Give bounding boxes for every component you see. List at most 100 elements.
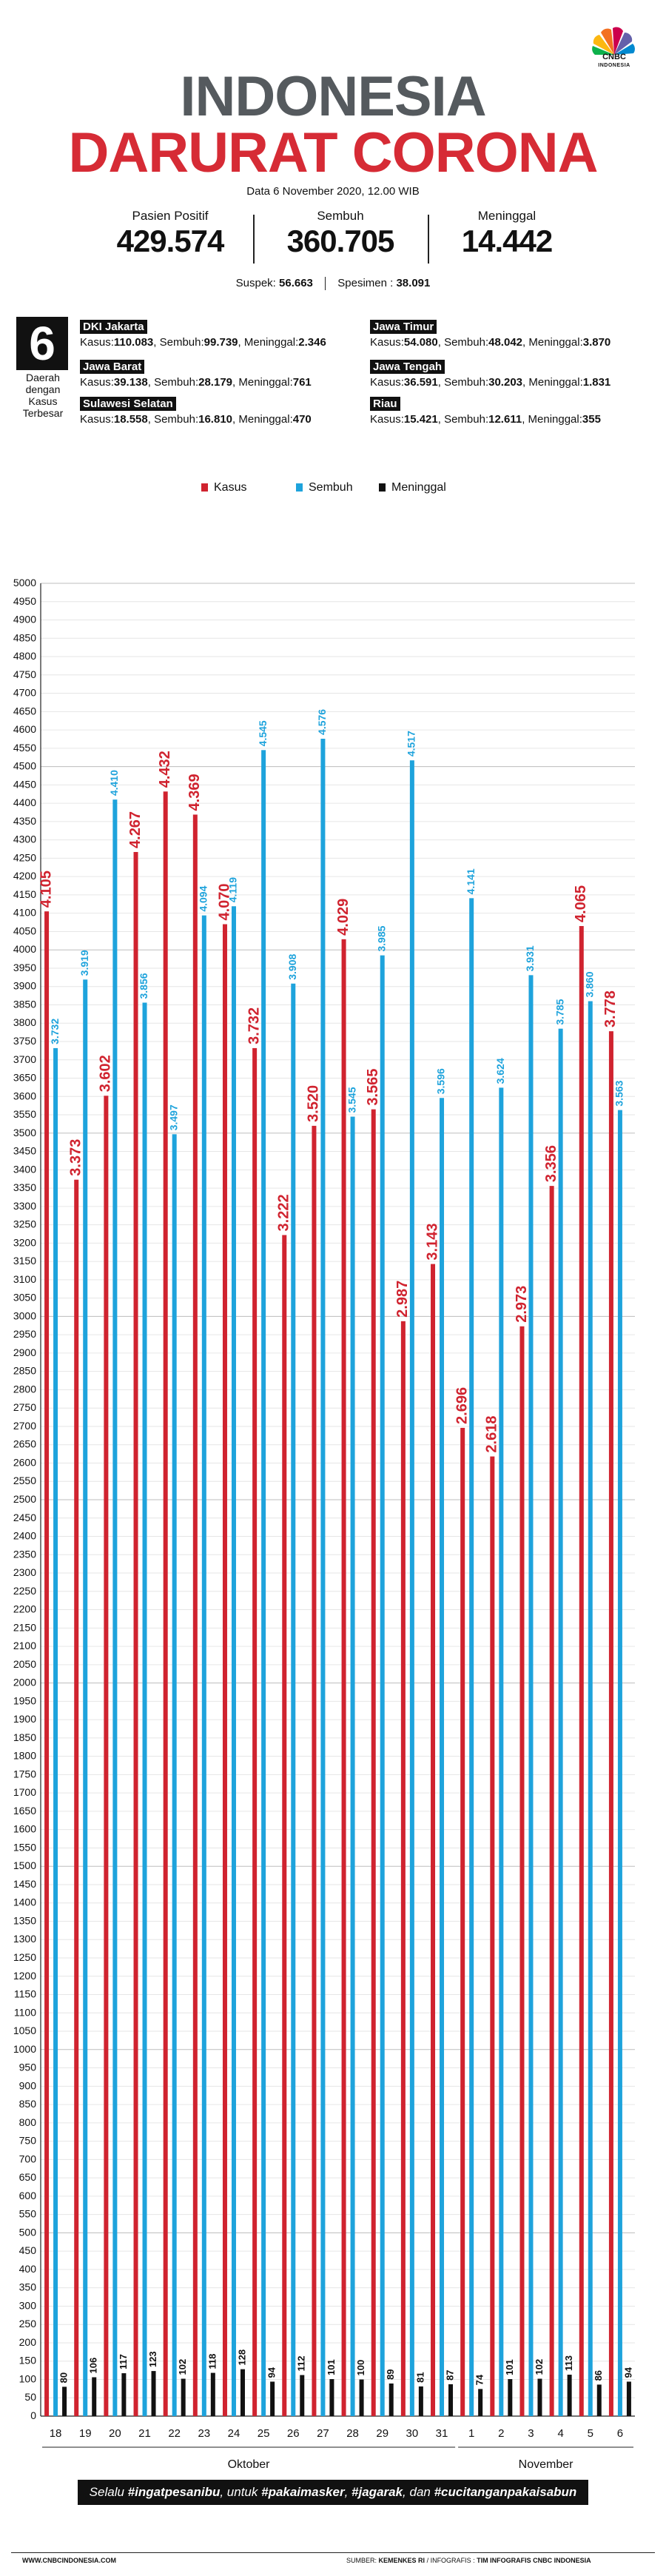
bar-value-label: 3.373 xyxy=(68,1139,84,1176)
y-tick-label: 450 xyxy=(19,2244,37,2256)
region-stats: Kasus:18.558, Sembuh:16.810, Meninggal:4… xyxy=(80,413,312,426)
title-indonesia: INDONESIA xyxy=(180,65,486,128)
footer-divider xyxy=(11,2552,655,2553)
bar-kasus xyxy=(608,1031,613,2416)
y-tick-label: 4700 xyxy=(13,687,36,699)
bar-value-label: 106 xyxy=(88,2358,99,2374)
bar-value-label: 3.908 xyxy=(286,954,298,980)
bar-value-label: 102 xyxy=(534,2359,545,2375)
region-stat-label: Kasus: xyxy=(370,413,404,426)
bar-value-label: 112 xyxy=(296,2356,307,2372)
y-tick-label: 350 xyxy=(19,2281,37,2293)
bar-sembuh xyxy=(112,799,118,2416)
y-tick-label: 2400 xyxy=(13,1530,36,1542)
bar-value-label: 4.545 xyxy=(257,720,269,746)
y-tick-label: 4200 xyxy=(13,870,36,882)
region-stat-value: 355 xyxy=(582,413,601,426)
hashtag-cucitangan: #cucitanganpakaisabun xyxy=(434,2485,577,2499)
region-stat-label: , Meninggal: xyxy=(232,413,293,426)
legend-meninggal-swatch xyxy=(379,483,386,492)
bar-value-label: 3.860 xyxy=(583,971,595,997)
region-name: DKI Jakarta xyxy=(80,320,147,334)
legend-kasus-label: Kasus xyxy=(214,481,247,494)
y-tick-label: 3250 xyxy=(13,1218,36,1230)
x-tick-label: 19 xyxy=(79,2427,92,2440)
bar-kasus xyxy=(282,1235,287,2416)
hashtag-pakaimasker: #pakaimasker xyxy=(261,2485,345,2499)
y-tick-label: 1750 xyxy=(13,1768,36,1780)
bar-meninggal xyxy=(359,2379,364,2416)
stat-divider xyxy=(428,215,429,264)
y-tick-label: 2750 xyxy=(13,1401,36,1413)
bar-value-label: 4.369 xyxy=(186,774,203,811)
region-stat-value: 761 xyxy=(292,376,312,389)
cnbc-peacock-logo xyxy=(592,27,635,55)
y-tick-label: 850 xyxy=(19,2098,37,2110)
region-stat-value: 110.083 xyxy=(113,336,154,349)
region-stats: Kasus:39.138, Sembuh:28.179, Meninggal:7… xyxy=(80,376,312,389)
y-tick-label: 2300 xyxy=(13,1566,36,1578)
source-credit: SUMBER: KEMENKES RI / INFOGRAFIS : TIM I… xyxy=(346,2557,591,2564)
y-tick-label: 4900 xyxy=(13,614,36,625)
bar-value-label: 3.545 xyxy=(346,1087,357,1113)
bar-sembuh xyxy=(291,983,296,2416)
bar-kasus xyxy=(133,851,138,2417)
footer-msg-part: Selalu xyxy=(89,2485,128,2499)
bar-value-label: 3.565 xyxy=(365,1069,381,1106)
y-tick-label: 3300 xyxy=(13,1200,36,1212)
bar-value-label: 81 xyxy=(414,2372,426,2382)
y-tick-label: 2900 xyxy=(13,1346,36,1358)
bar-kasus xyxy=(460,1427,465,2416)
region-item: Jawa Timur Kasus:54.080, Sembuh:48.042, M… xyxy=(370,320,610,349)
y-tick-label: 2950 xyxy=(13,1328,36,1340)
bar-sembuh xyxy=(172,1134,177,2416)
bar-meninggal xyxy=(448,2384,454,2416)
y-tick-label: 4850 xyxy=(13,631,36,643)
cnbc-logo-text: CNBC INDONESIA xyxy=(598,53,630,69)
bar-kasus xyxy=(163,791,168,2417)
bar-value-label: 3.732 xyxy=(246,1007,262,1044)
bar-value-label: 128 xyxy=(236,2349,247,2366)
region-stat-label: , Meninggal: xyxy=(522,336,583,349)
bar-value-label: 117 xyxy=(118,2354,129,2369)
bar-value-label: 3.856 xyxy=(138,973,149,999)
region-stat-label: Kasus: xyxy=(370,376,404,389)
bar-value-label: 102 xyxy=(177,2359,188,2375)
y-tick-label: 4050 xyxy=(13,925,36,936)
stat-meninggal-label: Meninggal xyxy=(477,209,536,223)
bar-sembuh xyxy=(231,906,236,2416)
region-stat-value: 28.179 xyxy=(198,376,233,389)
y-tick-label: 2150 xyxy=(13,1621,36,1633)
source-value: KEMENKES RI xyxy=(378,2557,426,2564)
y-tick-label: 950 xyxy=(19,2062,37,2073)
bar-value-label: 4.432 xyxy=(157,751,173,788)
y-tick-label: 1100 xyxy=(14,2006,36,2018)
bar-value-label: 74 xyxy=(474,2374,485,2385)
bar-meninggal xyxy=(478,2389,483,2416)
bar-value-label: 4.141 xyxy=(465,868,477,894)
bar-sembuh xyxy=(499,1087,504,2416)
website-link[interactable]: WWW.CNBCINDONESIA.COM xyxy=(22,2557,116,2564)
y-tick-label: 3450 xyxy=(13,1145,36,1157)
bar-meninggal xyxy=(270,2381,275,2416)
stat-sembuh: Sembuh 360.705 xyxy=(270,209,411,259)
y-tick-label: 100 xyxy=(19,2372,37,2384)
y-tick-label: 5000 xyxy=(13,577,36,588)
bar-meninggal xyxy=(121,2373,127,2416)
region-stat-label: , Sembuh: xyxy=(437,376,489,389)
bar-value-label: 100 xyxy=(355,2360,366,2376)
x-tick-label: 27 xyxy=(317,2427,329,2440)
y-tick-label: 3850 xyxy=(13,998,36,1010)
x-tick-label: 23 xyxy=(198,2427,210,2440)
x-tick-label: 5 xyxy=(588,2427,593,2440)
x-tick-label: 26 xyxy=(287,2427,300,2440)
footer-msg-part: , xyxy=(344,2485,352,2499)
bar-value-label: 113 xyxy=(563,2355,574,2371)
y-tick-label: 1450 xyxy=(13,1878,36,1890)
y-tick-label: 3050 xyxy=(13,1292,36,1304)
region-caption: Daerah dengan Kasus Terbesar xyxy=(22,372,64,419)
bar-value-label: 94 xyxy=(622,2367,633,2378)
region-stat-value: 2.346 xyxy=(298,336,326,349)
bar-sembuh xyxy=(83,979,88,2416)
y-tick-label: 2700 xyxy=(13,1420,36,1432)
